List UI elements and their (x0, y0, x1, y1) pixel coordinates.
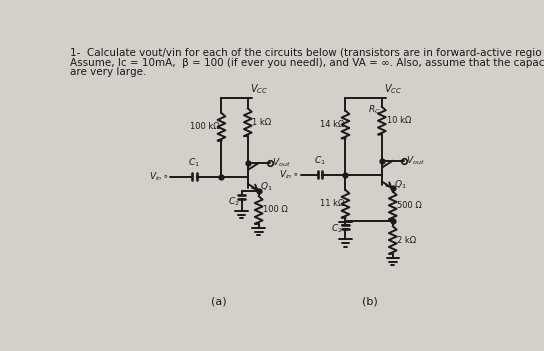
Text: 1-  Calculate vout/vin for each of the circuits below (transistors are in forwar: 1- Calculate vout/vin for each of the ci… (70, 48, 542, 58)
Text: $Q_1$: $Q_1$ (394, 178, 407, 191)
Text: $V_{in}\circ$: $V_{in}\circ$ (149, 171, 169, 183)
Text: 11 kΩ: 11 kΩ (319, 199, 344, 208)
Text: $R_C$: $R_C$ (368, 104, 380, 116)
Text: 100 kΩ: 100 kΩ (190, 122, 220, 131)
Text: $V_{out}$: $V_{out}$ (272, 157, 290, 169)
Text: $C_2$: $C_2$ (331, 222, 343, 235)
Text: (b): (b) (362, 296, 378, 306)
Text: 500 Ω: 500 Ω (397, 201, 422, 210)
Text: $V_{out}$: $V_{out}$ (406, 154, 425, 167)
Text: $V_{in}\circ$: $V_{in}\circ$ (279, 168, 299, 181)
Text: $V_{CC}$: $V_{CC}$ (250, 82, 268, 96)
Text: 1 kΩ: 1 kΩ (252, 118, 271, 127)
Text: 14 kΩ: 14 kΩ (319, 120, 344, 129)
Text: $C_2$: $C_2$ (227, 195, 239, 208)
Text: 100 Ω: 100 Ω (263, 205, 288, 214)
Text: 10 kΩ: 10 kΩ (387, 116, 411, 125)
Text: 2 kΩ: 2 kΩ (397, 236, 417, 245)
Text: $C_1$: $C_1$ (314, 154, 326, 167)
Text: $C_1$: $C_1$ (188, 157, 200, 169)
Text: Assume, Ic = 10mA,  β = 100 (if ever you needl), and VA = ∞. Also, assume that t: Assume, Ic = 10mA, β = 100 (if ever you … (70, 58, 544, 67)
Text: are very large.: are very large. (70, 67, 147, 77)
Text: $V_{CC}$: $V_{CC}$ (384, 82, 403, 96)
Text: $Q_1$: $Q_1$ (260, 181, 273, 193)
Text: (a): (a) (211, 296, 227, 306)
